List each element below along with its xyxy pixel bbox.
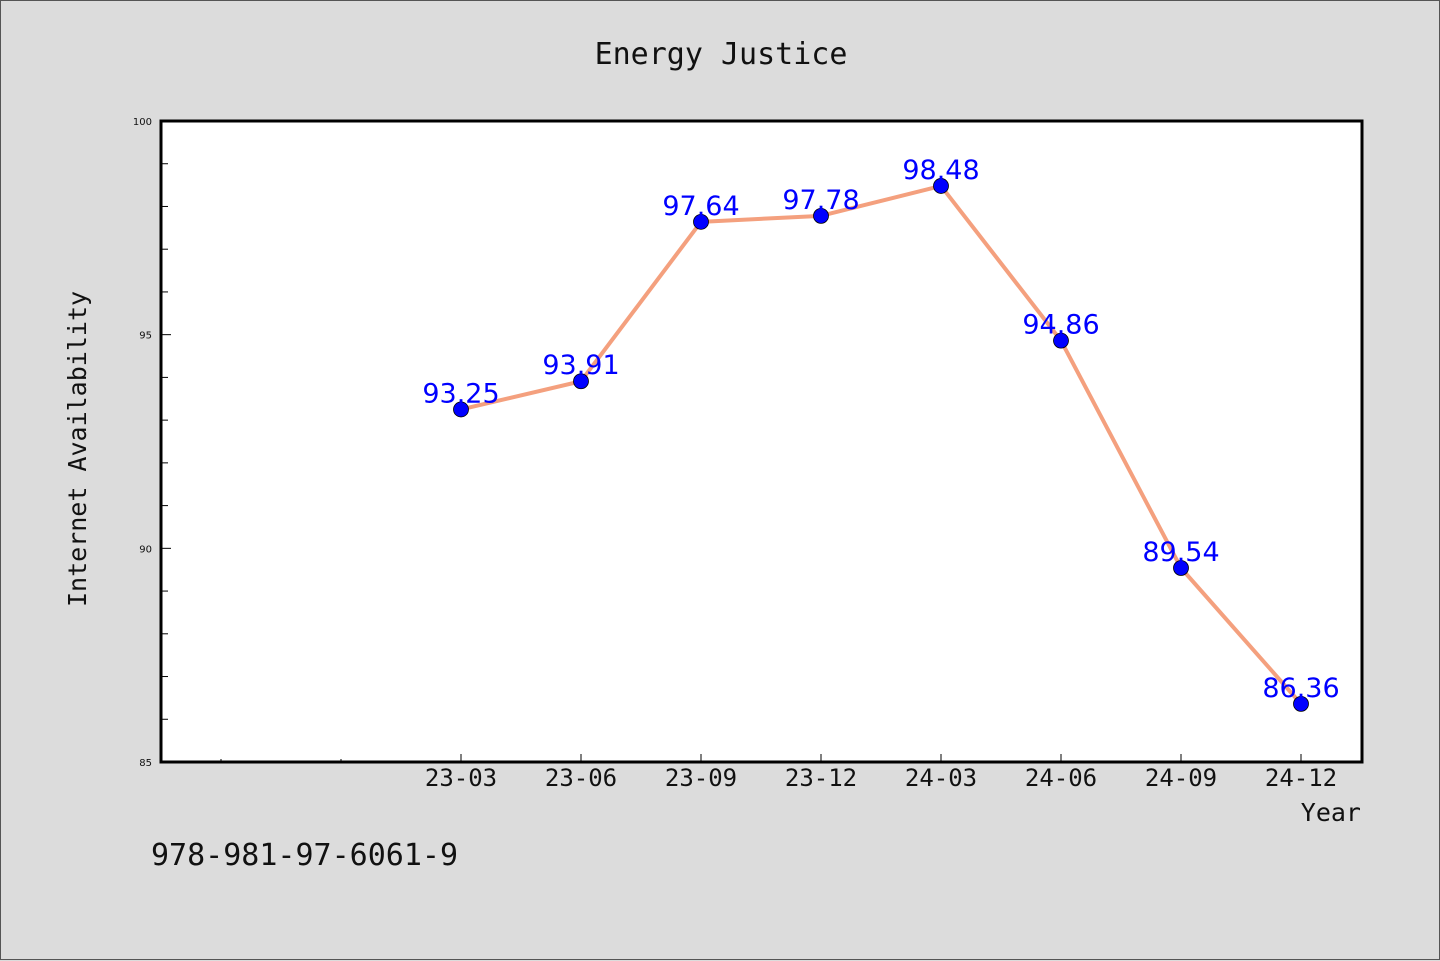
x-tick-label: 24-12 (1265, 764, 1337, 792)
data-label: 86.36 (1262, 673, 1339, 704)
series-line (460, 183, 1303, 706)
data-label: 94.86 (1022, 310, 1099, 341)
y-tick-label: 95 (139, 331, 152, 342)
data-label: 97.64 (662, 191, 739, 222)
x-tick-label: 23-06 (545, 764, 617, 792)
data-label: 89.54 (1142, 537, 1219, 568)
data-point (573, 373, 589, 390)
data-point (933, 178, 949, 194)
data-point (1173, 560, 1189, 576)
data-point (453, 401, 469, 418)
y-tick-label: 90 (139, 544, 152, 555)
y-axis-label: Internet Availability (63, 291, 92, 607)
x-axis-label: Year (1301, 798, 1361, 827)
plot-area (159, 119, 1364, 764)
x-tick-label: 23-03 (425, 764, 497, 792)
y-tick-label: 100 (133, 117, 152, 128)
isbn-text: 978-981-97-6061-9 (151, 838, 458, 873)
data-label: 93.91 (542, 350, 619, 381)
data-point (1293, 695, 1309, 712)
y-tick-label: 85 (139, 758, 152, 769)
y-axis: 85 90 95 100 (133, 117, 171, 769)
data-point (693, 213, 709, 230)
x-tick-label: 24-09 (1145, 764, 1217, 792)
x-tick-label: 23-12 (785, 764, 857, 792)
chart-title: Energy Justice (595, 37, 848, 72)
data-point (813, 207, 829, 224)
series-group (453, 178, 1309, 712)
data-labels: 93.25 93.91 97.64 97.78 98.48 94.86 89.54 86.36 (422, 155, 1339, 704)
data-label: 93.25 (422, 378, 499, 409)
x-tick-label: 23-09 (665, 764, 737, 792)
x-tick-label: 24-03 (905, 764, 977, 792)
x-axis: 23-03 23-06 23-09 23-12 24-03 24-06 24-09 24-12 (220, 754, 1337, 792)
data-label: 98.48 (902, 155, 979, 186)
x-tick-label: 24-06 (1025, 764, 1097, 792)
data-label: 97.78 (782, 185, 859, 216)
data-point (1053, 332, 1069, 349)
